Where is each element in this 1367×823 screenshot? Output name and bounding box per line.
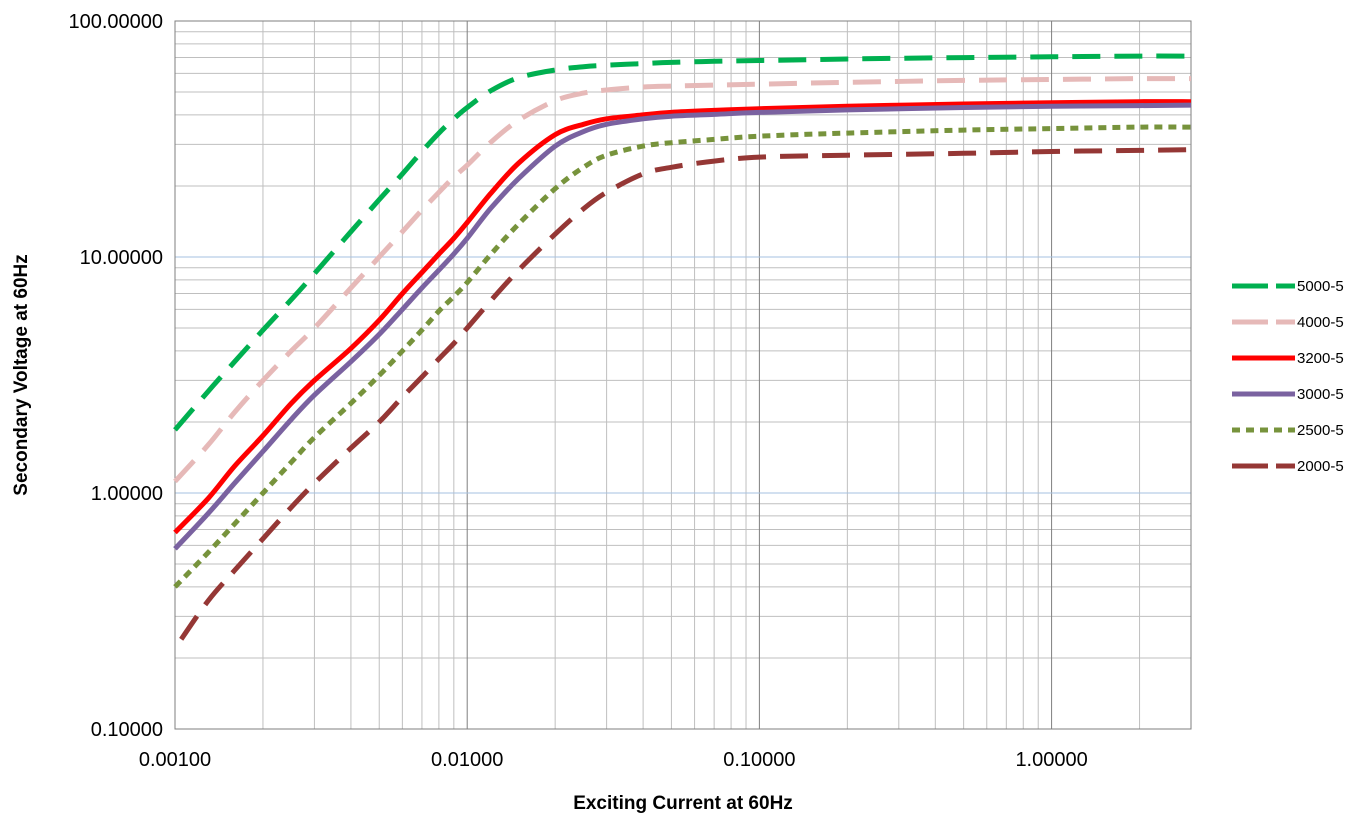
series-line-3000-5	[173, 102, 1192, 551]
series-line-2000-5	[179, 147, 1192, 641]
y-axis-tick-labels: 0.10000 1.00000 10.00000 100.00000	[68, 11, 163, 741]
y-axis-title: Secondary Voltage at 60Hz	[11, 254, 32, 495]
series-line-3200-5	[173, 99, 1192, 535]
legend-label: 4000-5	[1297, 314, 1344, 331]
x-axis-tick-labels: 0.00100 0.01000 0.10000 1.00000	[139, 749, 1088, 771]
y-tick-label: 10.00000	[80, 247, 163, 269]
series-lines	[173, 53, 1192, 641]
x-tick-label: 0.01000	[431, 749, 503, 771]
plot-border	[174, 20, 1192, 730]
x-axis-title: Exciting Current at 60Hz	[573, 793, 793, 814]
legend-label: 3000-5	[1297, 386, 1344, 403]
y-tick-label: 0.10000	[91, 719, 163, 741]
x-tick-label: 1.00000	[1015, 749, 1087, 771]
series-line-5000-5	[173, 53, 1192, 432]
legend-label: 5000-5	[1297, 278, 1344, 295]
minor-grid	[175, 21, 1192, 729]
legend-label: 3200-5	[1297, 350, 1344, 367]
series-line-2500-5	[173, 124, 1192, 589]
x-tick-label: 0.10000	[723, 749, 795, 771]
y-tick-label: 100.00000	[68, 11, 163, 33]
plot-area	[173, 20, 1192, 730]
legend-label: 2500-5	[1297, 422, 1344, 439]
series-line-4000-5	[173, 76, 1192, 484]
legend: 5000-5 4000-5 3200-5 3000-5 2500-5 2000-5	[1232, 278, 1344, 475]
plot-background	[175, 21, 1191, 729]
x-tick-label: 0.00100	[139, 749, 211, 771]
y-tick-label: 1.00000	[91, 483, 163, 505]
legend-label: 2000-5	[1297, 458, 1344, 475]
